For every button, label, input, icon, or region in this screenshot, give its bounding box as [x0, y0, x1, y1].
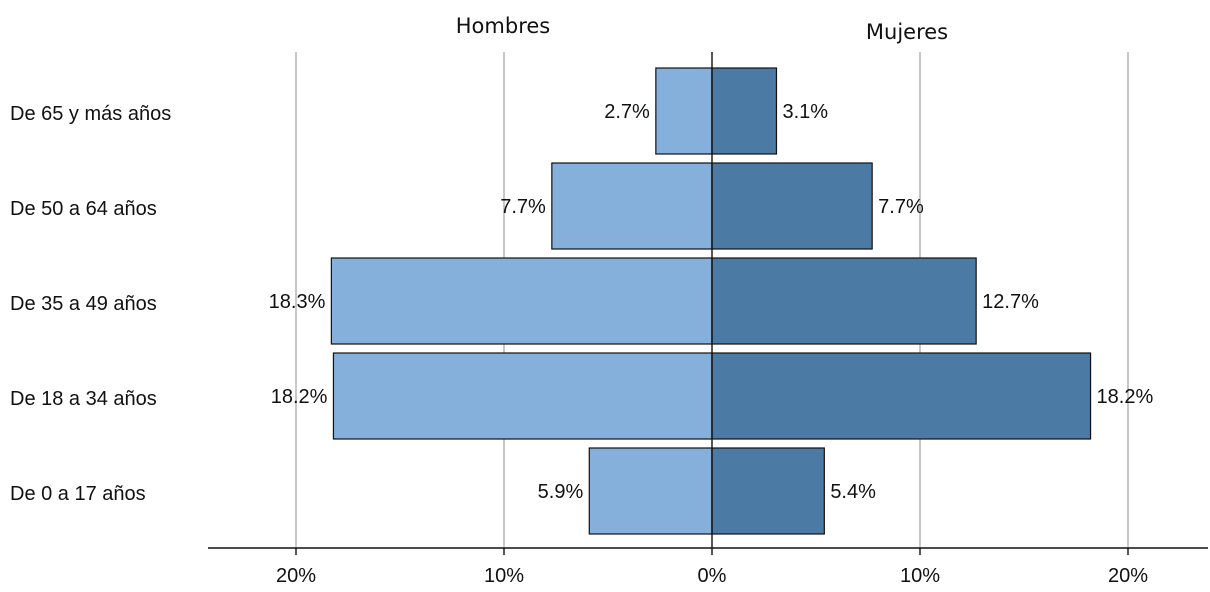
- x-tick-label: 10%: [484, 565, 524, 587]
- axes: [208, 52, 1208, 555]
- value-label-hombres: 18.2%: [271, 386, 328, 408]
- bar-mujeres: [711, 67, 778, 155]
- value-label-hombres: 18.3%: [269, 291, 326, 313]
- bar-hombres: [588, 447, 713, 535]
- x-tick-label: 10%: [900, 565, 940, 587]
- category-label: De 0 a 17 años: [10, 483, 146, 505]
- bars: [330, 67, 1092, 535]
- value-label-hombres: 2.7%: [604, 101, 650, 123]
- category-label: De 65 y más años: [10, 103, 171, 125]
- bar-hombres: [551, 162, 713, 250]
- x-tick-label: 20%: [276, 565, 316, 587]
- value-label-mujeres: 18.2%: [1097, 386, 1154, 408]
- category-label: De 35 a 49 años: [10, 293, 157, 315]
- bar-mujeres: [711, 257, 977, 345]
- series-name-hombres: Hombres: [456, 14, 550, 38]
- bar-mujeres: [711, 352, 1092, 440]
- category-label: De 18 a 34 años: [10, 388, 157, 410]
- bar-hombres: [655, 67, 713, 155]
- series-name-mujeres: Mujeres: [866, 20, 948, 44]
- value-label-mujeres: 3.1%: [782, 101, 828, 123]
- x-tick-label: 0%: [698, 565, 727, 587]
- value-label-mujeres: 7.7%: [878, 196, 924, 218]
- bar-hombres: [332, 352, 713, 440]
- chart-text: Hombres Mujeres 2.7% 3.1% De 65 y más años…: [10, 14, 1153, 587]
- value-label-mujeres: 5.4%: [830, 481, 876, 503]
- category-label: De 50 a 64 años: [10, 198, 157, 220]
- value-label-hombres: 5.9%: [538, 481, 584, 503]
- bar-mujeres: [711, 447, 825, 535]
- bar-mujeres: [711, 162, 873, 250]
- x-tick-label: 20%: [1108, 565, 1148, 587]
- value-label-mujeres: 12.7%: [982, 291, 1039, 313]
- value-label-hombres: 7.7%: [500, 196, 546, 218]
- bar-hombres: [330, 257, 713, 345]
